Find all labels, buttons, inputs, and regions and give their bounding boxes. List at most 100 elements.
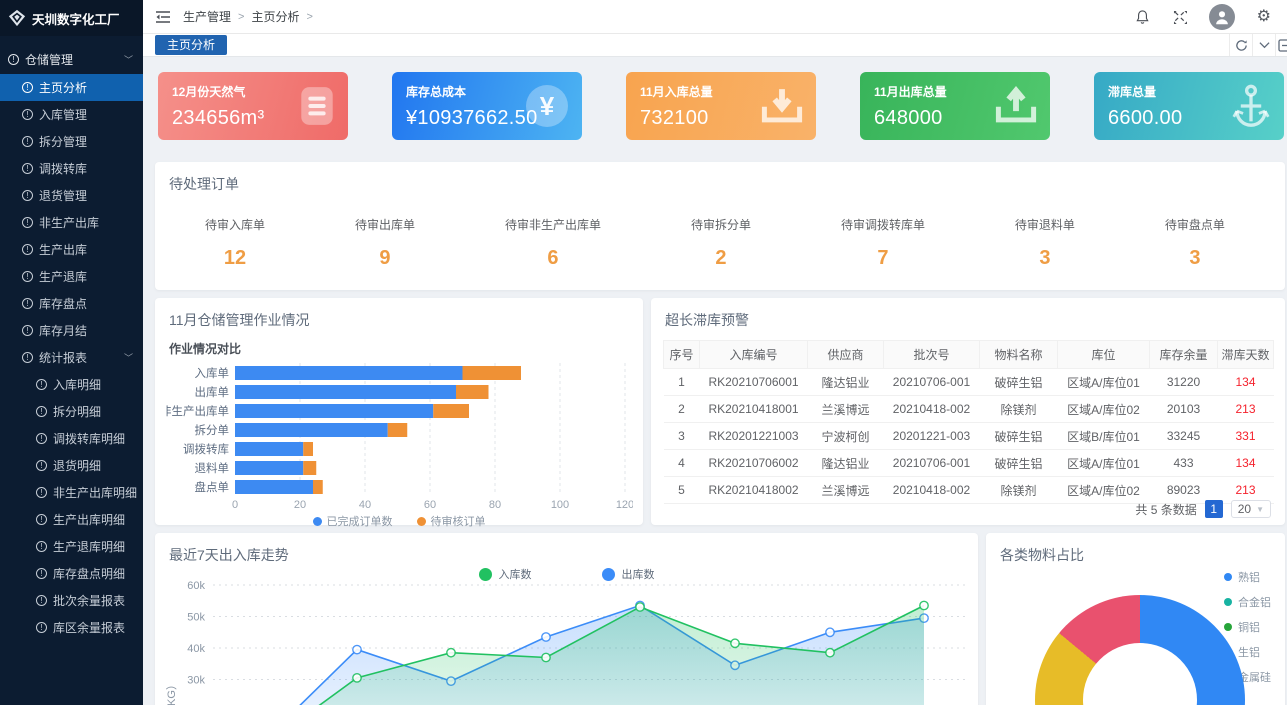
legend-item-合金铝[interactable]: 合金铝 (1224, 594, 1271, 610)
circle-exclamation-icon: ! (36, 514, 47, 525)
bar-chart-title: 11月仓储管理作业情况 (169, 312, 310, 328)
pending-item-待审盘点单[interactable]: 待审盘点单 3 (1165, 216, 1225, 270)
pending-orders-card: 待处理订单 待审入库单 12 待审出库单 9 待审非生产出库单 6 待审拆分单 2 待审调拨转库… (155, 162, 1285, 290)
table-row[interactable]: 1 RK20210706001 隆达铝业 20210706-001 破碎生铝 区域A/库位… (663, 368, 1274, 396)
bar-category-label: 非生产出库单 (165, 404, 229, 418)
trend-line-chart: 60k50k40k30k20k10k（KG） (165, 580, 965, 705)
sidebar-item-拆分明细[interactable]: ! 拆分明细 (0, 398, 143, 425)
menu-fold-icon[interactable] (155, 10, 171, 24)
stat-card-label: 12月份天然气 (172, 85, 246, 99)
pending-item-label: 待审拆分单 (690, 218, 751, 232)
pending-item-待审拆分单[interactable]: 待审拆分单 2 (691, 216, 751, 270)
legend-dot (478, 567, 492, 581)
pending-item-待审入库单[interactable]: 待审入库单 12 (205, 216, 265, 270)
sidebar-item-非生产出库明细[interactable]: ! 非生产出库明细 (0, 479, 143, 506)
sidebar-item-生产退库[interactable]: ! 生产退库 (0, 263, 143, 290)
pending-item-待审出库单[interactable]: 待审出库单 9 (355, 216, 415, 270)
sidebar-item-库存盘点[interactable]: ! 库存盘点 (0, 290, 143, 317)
stat-card-3[interactable]: 11月入库总量 732100 (626, 72, 816, 140)
sidebar-item-批次余量报表[interactable]: ! 批次余量报表 (0, 587, 143, 614)
bell-icon[interactable] (1135, 9, 1150, 25)
warning-table-title: 超长滞库预警 (665, 312, 749, 328)
column-header-物料名称: 物料名称 (979, 340, 1058, 369)
legend-item-入库数[interactable]: 入库数 (478, 566, 532, 582)
legend-item-已完成订单数[interactable]: 已完成订单数 (312, 513, 393, 529)
pending-item-count: 12 (223, 247, 247, 269)
fullscreen-icon[interactable] (1172, 9, 1187, 24)
stat-card-5[interactable]: 滞库总量 6600.00 (1094, 72, 1284, 140)
stat-card-label: 11月入库总量 (640, 85, 713, 99)
legend-label: 生铝 (1238, 647, 1260, 659)
sidebar-group-reports[interactable]: ! 统计报表 ﹀ (0, 344, 143, 371)
refresh-icon[interactable] (1229, 34, 1252, 56)
table-row[interactable]: 4 RK20210706002 隆达铝业 20210706-001 破碎生铝 区域A/库位… (663, 449, 1274, 477)
sidebar-item-label: 退货明细 (53, 459, 102, 473)
legend-label: 金属硅 (1238, 672, 1271, 684)
sidebar-item-入库管理[interactable]: ! 入库管理 (0, 101, 143, 128)
stat-card-4[interactable]: 11月出库总量 648000 (860, 72, 1050, 140)
sidebar-item-调拨转库明细[interactable]: ! 调拨转库明细 (0, 425, 143, 452)
table-row[interactable]: 5 RK20210418002 兰溪博远 20210418-002 除镁剂 区域A/库位0… (663, 476, 1274, 504)
sidebar-item-退货明细[interactable]: ! 退货明细 (0, 452, 143, 479)
pending-item-待审非生产出库单[interactable]: 待审非生产出库单 6 (505, 216, 601, 270)
pending-item-label: 待审调拨转库单 (840, 218, 925, 232)
sidebar-item-主页分析[interactable]: ! 主页分析 (0, 74, 143, 101)
table-row[interactable]: 2 RK20210418001 兰溪博远 20210418-002 除镁剂 区域A/库位0… (663, 395, 1274, 423)
circle-exclamation-icon: ! (22, 244, 33, 255)
breadcrumb-item[interactable]: 生产管理 (183, 10, 232, 24)
sidebar-item-入库明细[interactable]: ! 入库明细 (0, 371, 143, 398)
legend-item-待审核订单[interactable]: 待审核订单 (416, 513, 486, 529)
table-cell: 破碎生铝 (979, 449, 1058, 477)
sidebar-item-库区余量报表[interactable]: ! 库区余量报表 (0, 614, 143, 641)
legend-item-出库数[interactable]: 出库数 (601, 566, 655, 582)
page-size-select[interactable]: 20 ▼ (1230, 500, 1271, 518)
user-avatar[interactable] (1208, 3, 1235, 30)
sidebar-item-生产出库[interactable]: ! 生产出库 (0, 236, 143, 263)
breadcrumb-separator: > (238, 10, 245, 23)
sidebar-group-warehouse[interactable]: ! 仓储管理 ﹀ (0, 44, 143, 74)
legend-item-铜铝[interactable]: 铜铝 (1224, 619, 1271, 635)
tab-home-analysis[interactable]: 主页分析 (155, 34, 228, 56)
sidebar-item-库存盘点明细[interactable]: ! 库存盘点明细 (0, 560, 143, 587)
table-row[interactable]: 3 RK20201221003 宁波柯创 20201221-003 破碎生铝 区域B/库位… (663, 422, 1274, 450)
expand-partial-icon[interactable] (1275, 34, 1287, 56)
table-cell: RK20210418001 (699, 395, 808, 423)
pending-item-待审调拨转库单[interactable]: 待审调拨转库单 7 (841, 216, 925, 270)
sidebar-item-生产退库明细[interactable]: ! 生产退库明细 (0, 533, 143, 560)
chevron-down-icon: ﹀ (123, 353, 133, 363)
legend-dot (1224, 623, 1232, 631)
circle-exclamation-icon: ! (36, 622, 47, 633)
bar-category-label: 出库单 (195, 385, 230, 399)
sidebar-item-label: 生产退库 (39, 270, 88, 284)
x-tick-label: 80 (489, 499, 501, 511)
stat-card-value: 6600.00 (1108, 107, 1183, 129)
pending-item-count: 6 (547, 247, 559, 269)
page-size-value: 20 (1237, 502, 1252, 516)
chevron-down-icon[interactable] (1252, 34, 1275, 56)
sidebar-item-非生产出库[interactable]: ! 非生产出库 (0, 209, 143, 236)
pagination-total: 共 5 条数据 (1135, 502, 1197, 517)
sidebar-item-拆分管理[interactable]: ! 拆分管理 (0, 128, 143, 155)
sidebar-item-调拨转库[interactable]: ! 调拨转库 (0, 155, 143, 182)
circle-exclamation-icon: ! (36, 487, 47, 498)
legend-item-熟铝[interactable]: 熟铝 (1224, 569, 1271, 585)
stat-card-2[interactable]: 库存总成本 ¥10937662.50 ¥ (392, 72, 582, 140)
bar-pending (303, 461, 317, 475)
sidebar-item-库存月结[interactable]: ! 库存月结 (0, 317, 143, 344)
tab-actions (1229, 34, 1287, 56)
bar-pending (433, 404, 469, 418)
pagination-page-1[interactable]: 1 (1204, 500, 1223, 518)
table-cell: 5 (663, 476, 700, 504)
circle-exclamation-icon: ! (36, 595, 47, 606)
breadcrumb-item[interactable]: 主页分析 (251, 10, 300, 24)
data-point (541, 632, 551, 642)
stat-card-value: 234656m³ (172, 107, 265, 129)
sidebar-item-退货管理[interactable]: ! 退货管理 (0, 182, 143, 209)
sidebar-item-label: 库存盘点明细 (53, 567, 126, 581)
sidebar-item-生产出库明细[interactable]: ! 生产出库明细 (0, 506, 143, 533)
pending-item-待审退料单[interactable]: 待审退料单 3 (1015, 216, 1075, 270)
settings-gear-icon[interactable]: ⚙ (1256, 7, 1271, 25)
stat-card-1[interactable]: 12月份天然气 234656m³ (158, 72, 348, 140)
